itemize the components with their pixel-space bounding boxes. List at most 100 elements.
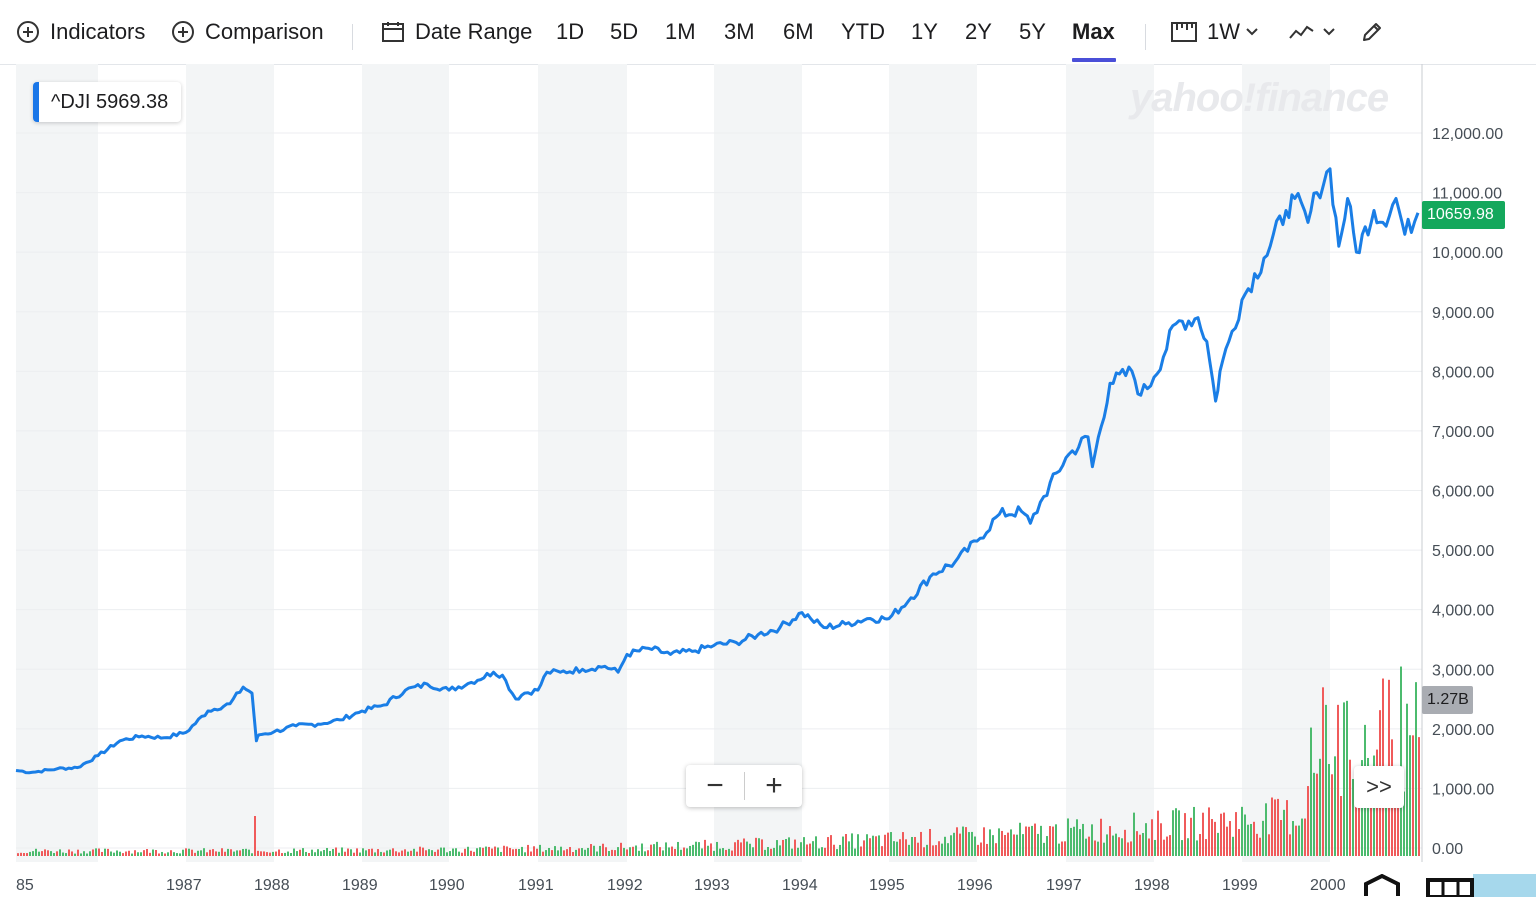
volume-bar	[428, 849, 430, 856]
volume-bar	[1277, 798, 1279, 856]
volume-bar	[800, 842, 802, 856]
volume-bar	[1250, 823, 1252, 856]
volume-bar	[758, 838, 760, 856]
volume-bar	[446, 852, 448, 856]
interval-dropdown[interactable]: 1W	[1171, 0, 1258, 64]
x-tick-label: 1993	[694, 877, 730, 894]
volume-bar	[944, 836, 946, 856]
range-3m[interactable]: 3M	[724, 19, 755, 44]
volume-bar	[77, 849, 79, 856]
range-max[interactable]: Max	[1072, 19, 1115, 44]
volume-bar	[341, 847, 343, 856]
volume-bar	[908, 844, 910, 856]
volume-bar	[185, 848, 187, 856]
volume-bar	[383, 852, 385, 856]
range-6m[interactable]: 6M	[783, 19, 814, 44]
volume-bar	[47, 850, 49, 856]
volume-bar	[83, 851, 85, 856]
volume-bar	[1403, 791, 1405, 856]
volume-bar	[788, 837, 790, 856]
volume-bar	[89, 851, 91, 856]
volume-bar	[1394, 788, 1396, 856]
volume-bar	[587, 847, 589, 856]
volume-bar	[1307, 786, 1309, 856]
volume-bar	[683, 847, 685, 856]
chevron-down-icon	[1246, 28, 1258, 36]
range-1d[interactable]: 1D	[556, 19, 585, 44]
x-tick-label: 1994	[782, 877, 818, 894]
zoom-in-button[interactable]: +	[765, 769, 783, 802]
volume-bar	[1178, 810, 1180, 856]
volume-bar	[488, 846, 490, 856]
volume-bar	[497, 847, 499, 856]
volume-bar	[377, 849, 379, 856]
volume-bar	[293, 848, 295, 856]
volume-bar	[419, 846, 421, 856]
volume-bar	[338, 852, 340, 856]
volume-bar	[1355, 784, 1357, 856]
volume-bar	[599, 845, 601, 856]
volume-bar	[1229, 821, 1231, 856]
volume-bar	[1334, 756, 1336, 856]
draw-button[interactable]	[1360, 0, 1384, 64]
volume-bar	[224, 851, 226, 856]
date-range-button[interactable]: Date Range	[381, 0, 532, 64]
volume-bar	[1247, 824, 1249, 856]
y-tick-label: 12,000.00	[1432, 126, 1503, 143]
indicators-button[interactable]: Indicators	[16, 0, 145, 64]
chart-type-dropdown[interactable]	[1289, 0, 1335, 64]
price-line-series	[15, 167, 1420, 775]
volume-bar	[176, 853, 178, 856]
range-1y[interactable]: 1Y	[911, 19, 938, 44]
volume-bar	[1409, 735, 1411, 856]
comparison-button[interactable]: Comparison	[171, 0, 324, 64]
volume-bar	[854, 848, 856, 856]
volume-bar	[335, 847, 337, 856]
volume-bar	[1010, 829, 1012, 856]
range-2y[interactable]: 2Y	[965, 19, 992, 44]
volume-bar	[1235, 812, 1237, 856]
x-tick-label: 1990	[429, 877, 465, 894]
volume-bar	[1241, 806, 1243, 856]
range-5y[interactable]: 5Y	[1019, 19, 1046, 44]
volume-bar	[86, 853, 88, 856]
volume-bar	[1157, 810, 1159, 856]
volume-bar	[1103, 842, 1105, 856]
volume-bar	[947, 843, 949, 856]
volume-bar	[986, 843, 988, 856]
volume-bar	[716, 841, 718, 856]
volume-bar	[1088, 836, 1090, 856]
x-tick-label: 1991	[518, 877, 554, 894]
volume-bar	[1019, 822, 1021, 856]
range-1m[interactable]: 1M	[665, 19, 696, 44]
volume-bar	[1007, 832, 1009, 856]
corner-thumbnail	[1348, 874, 1536, 897]
volume-bar	[953, 832, 955, 856]
volume-bar	[1136, 831, 1138, 856]
volume-bar	[644, 851, 646, 856]
volume-bar	[1031, 825, 1033, 856]
volume-bar	[542, 851, 544, 856]
volume-bar	[1148, 838, 1150, 856]
volume-bar	[401, 850, 403, 856]
volume-bar	[941, 843, 943, 856]
volume-bar	[44, 849, 46, 856]
range-5d[interactable]: 5D	[610, 19, 639, 44]
volume-bar	[302, 848, 304, 856]
volume-bar	[785, 838, 787, 856]
zoom-out-button[interactable]: −	[706, 769, 724, 802]
price-chart[interactable]: 12,000.00 11,000.00 10,000.00 9,000.00 8,000…	[0, 64, 1536, 897]
ticker-legend[interactable]: ^DJI 5969.38	[33, 82, 181, 122]
active-range-indicator	[1072, 58, 1116, 62]
volume-bar	[1316, 773, 1318, 856]
scroll-to-latest-button[interactable]: >>	[1354, 766, 1404, 808]
range-ytd[interactable]: YTD	[841, 19, 885, 44]
volume-bar	[782, 839, 784, 856]
volume-bar	[404, 849, 406, 856]
volume-bar	[1268, 834, 1270, 856]
indicators-label: Indicators	[50, 19, 146, 44]
volume-bar	[956, 827, 958, 856]
volume-bar	[1097, 841, 1099, 856]
volume-bar	[554, 846, 556, 856]
volume-bar	[887, 832, 889, 856]
